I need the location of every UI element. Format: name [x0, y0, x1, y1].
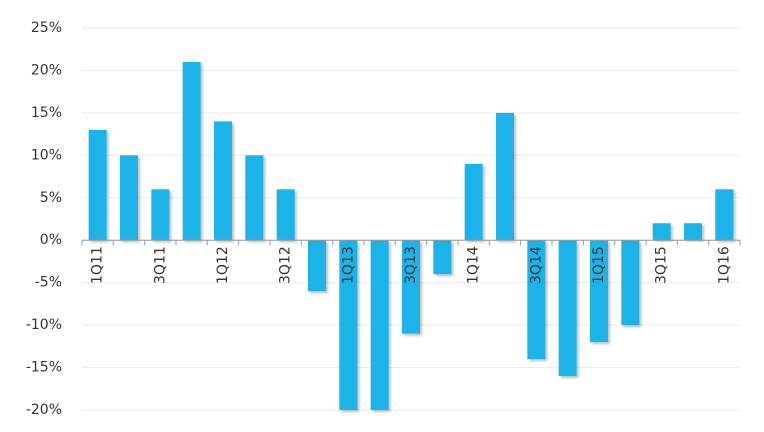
- bar: [151, 189, 170, 241]
- x-tick-label: 1Q13: [340, 246, 356, 284]
- x-tick-label: 3Q11: [152, 246, 168, 284]
- y-tick-label: -15%: [26, 360, 62, 376]
- bar: [558, 240, 577, 377]
- x-tick-label: 1Q14: [466, 246, 482, 284]
- bar: [182, 61, 201, 241]
- bar: [590, 240, 608, 343]
- y-tick-label: 20%: [31, 62, 62, 78]
- bar: [527, 240, 546, 360]
- bar: [684, 223, 702, 241]
- x-tick-label: 3Q13: [403, 246, 419, 284]
- y-tick-label: -20%: [26, 402, 62, 418]
- bar: [339, 240, 358, 410]
- x-tick-label: 3Q12: [278, 246, 294, 284]
- bar: [214, 121, 232, 241]
- x-tick-label: 3Q15: [654, 246, 670, 284]
- bar: [652, 223, 671, 241]
- bar: [496, 112, 514, 241]
- bar: [433, 240, 452, 275]
- x-tick-label: 3Q14: [528, 246, 544, 284]
- y-tick-label: 5%: [40, 190, 62, 206]
- x-tick-label: 1Q15: [591, 246, 607, 284]
- bar: [370, 240, 389, 410]
- bar: [120, 155, 138, 241]
- x-tick-label: 1Q12: [215, 246, 231, 284]
- x-tick-label: 1Q11: [90, 246, 106, 284]
- y-tick-label: -5%: [35, 275, 62, 291]
- y-tick-label: 10%: [31, 147, 62, 163]
- x-tick-label: 1Q16: [716, 246, 732, 284]
- bar: [245, 155, 264, 241]
- bar: [715, 189, 734, 241]
- bar: [621, 240, 640, 326]
- y-tick-label: 25%: [31, 20, 62, 36]
- y-tick-label: -10%: [26, 317, 62, 333]
- bar: [276, 189, 295, 241]
- bar: [88, 129, 107, 241]
- bar: [402, 240, 420, 334]
- bar: [308, 240, 326, 292]
- y-tick-label: 0%: [40, 232, 62, 248]
- bar: [464, 163, 483, 241]
- y-tick-label: 15%: [31, 105, 62, 121]
